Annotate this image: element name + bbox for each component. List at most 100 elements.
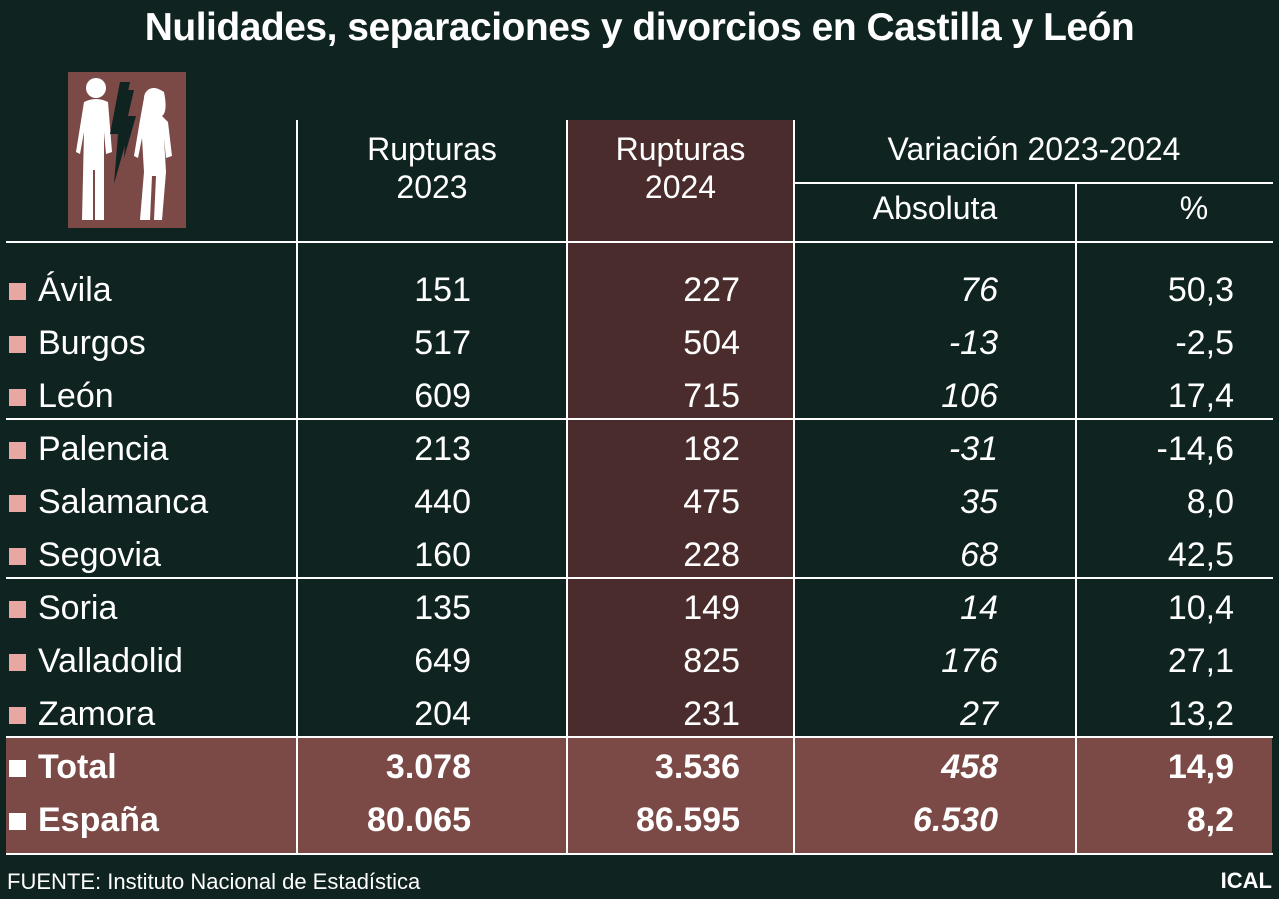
value-2023: 517 xyxy=(414,324,471,362)
bullet-icon xyxy=(9,336,26,353)
divider xyxy=(6,853,1273,855)
bullet-icon xyxy=(9,283,26,300)
value-absoluta: 458 xyxy=(941,748,998,786)
header-variacion: Variación 2023-2024 xyxy=(887,131,1181,167)
row-name: León xyxy=(38,377,114,415)
value-porcentaje: 13,2 xyxy=(1167,695,1234,733)
table-row: Valladolid 649 825 176 27,1 xyxy=(0,634,1279,687)
value-absoluta: 68 xyxy=(960,536,998,574)
value-absoluta: 35 xyxy=(960,483,998,521)
row-name: Soria xyxy=(38,589,118,627)
value-2024: 182 xyxy=(683,430,740,468)
value-porcentaje: 8,0 xyxy=(1186,483,1234,521)
row-name: Ávila xyxy=(38,271,112,309)
brand-label: ICAL xyxy=(1220,868,1272,893)
row-name: Salamanca xyxy=(38,483,209,521)
divider xyxy=(793,120,795,853)
bullet-icon xyxy=(9,707,26,724)
value-2024: 149 xyxy=(683,589,740,627)
value-absoluta: 27 xyxy=(960,695,998,733)
total-row: España 80.065 86.595 6.530 8,2 xyxy=(0,793,1279,846)
value-porcentaje: 8,2 xyxy=(1186,801,1234,839)
table-row: Burgos 517 504 -13 -2,5 xyxy=(0,316,1279,369)
bullet-icon xyxy=(9,548,26,565)
divider xyxy=(566,120,568,853)
bullet-icon xyxy=(9,654,26,671)
value-2023: 609 xyxy=(414,377,471,415)
row-name: Palencia xyxy=(38,430,169,468)
value-2024: 825 xyxy=(683,642,740,680)
header-rupturas-2023: Rupturas 2023 xyxy=(298,130,566,206)
value-2024: 227 xyxy=(683,271,740,309)
header-year: 2024 xyxy=(644,169,717,205)
table-row: Salamanca 440 475 35 8,0 xyxy=(0,475,1279,528)
divider xyxy=(296,120,298,853)
divider xyxy=(6,577,1273,579)
bullet-icon xyxy=(9,389,26,406)
source-note: FUENTE: Instituto Nacional de Estadístic… xyxy=(7,869,421,894)
value-2024: 86.595 xyxy=(636,801,740,839)
divider xyxy=(6,418,1273,420)
row-name: Segovia xyxy=(38,536,161,574)
header-label: Rupturas xyxy=(367,131,497,167)
row-name: España xyxy=(38,801,159,839)
value-absoluta: 176 xyxy=(941,642,998,680)
totals-highlight xyxy=(6,737,1272,853)
value-absoluta: 76 xyxy=(960,271,998,309)
value-porcentaje: -2,5 xyxy=(1175,324,1234,362)
table-row: Palencia 213 182 -31 -14,6 xyxy=(0,422,1279,475)
table-row: León 609 715 106 17,4 xyxy=(0,369,1279,422)
value-2024: 715 xyxy=(683,377,740,415)
value-absoluta: 6.530 xyxy=(912,801,998,839)
value-porcentaje: -14,6 xyxy=(1156,430,1235,468)
divider xyxy=(6,736,1273,738)
value-2023: 3.078 xyxy=(385,748,471,786)
value-2023: 649 xyxy=(414,642,471,680)
table-row: Ávila 151 227 76 50,3 xyxy=(0,263,1279,316)
value-porcentaje: 50,3 xyxy=(1167,271,1234,309)
row-name: Total xyxy=(38,748,117,786)
column-2024-highlight xyxy=(567,120,793,736)
table-row: Segovia 160 228 68 42,5 xyxy=(0,528,1279,581)
divider xyxy=(1075,183,1077,853)
value-porcentaje: 27,1 xyxy=(1167,642,1234,680)
value-2023: 213 xyxy=(414,430,471,468)
table-row: Soria 135 149 14 10,4 xyxy=(0,581,1279,634)
bullet-icon xyxy=(9,601,26,618)
value-absoluta: 14 xyxy=(960,589,998,627)
value-absoluta: 106 xyxy=(941,377,998,415)
value-2023: 80.065 xyxy=(367,801,471,839)
bullet-icon xyxy=(9,760,26,777)
value-2023: 135 xyxy=(414,589,471,627)
header-label: Rupturas xyxy=(615,131,746,167)
row-name: Zamora xyxy=(38,695,156,733)
value-absoluta: -31 xyxy=(948,430,998,468)
table-row: Zamora 204 231 27 13,2 xyxy=(0,687,1279,740)
couple-breakup-icon xyxy=(68,72,186,228)
header-rupturas-2024: Rupturas 2024 xyxy=(568,130,793,206)
value-2024: 231 xyxy=(683,695,740,733)
header-year: 2023 xyxy=(396,169,468,205)
value-2023: 440 xyxy=(414,483,471,521)
value-2024: 504 xyxy=(683,324,740,362)
value-2023: 160 xyxy=(414,536,471,574)
value-2024: 475 xyxy=(683,483,740,521)
row-name: Burgos xyxy=(38,324,146,362)
value-porcentaje: 42,5 xyxy=(1167,536,1234,574)
value-porcentaje: 10,4 xyxy=(1167,589,1234,627)
bullet-icon xyxy=(9,442,26,459)
divider xyxy=(793,182,1273,184)
bullet-icon xyxy=(9,813,26,830)
value-2023: 151 xyxy=(414,271,471,309)
value-porcentaje: 17,4 xyxy=(1167,377,1234,415)
value-2024: 3.536 xyxy=(654,748,740,786)
page-title: Nulidades, separaciones y divorcios en C… xyxy=(144,6,1135,49)
header-porcentaje: % xyxy=(1179,190,1209,226)
total-row: Total 3.078 3.536 458 14,9 xyxy=(0,740,1279,793)
value-2024: 228 xyxy=(683,536,740,574)
header-absoluta: Absoluta xyxy=(872,190,998,226)
value-porcentaje: 14,9 xyxy=(1167,748,1234,786)
value-2023: 204 xyxy=(414,695,471,733)
value-absoluta: -13 xyxy=(948,324,998,362)
divider xyxy=(6,241,1273,243)
